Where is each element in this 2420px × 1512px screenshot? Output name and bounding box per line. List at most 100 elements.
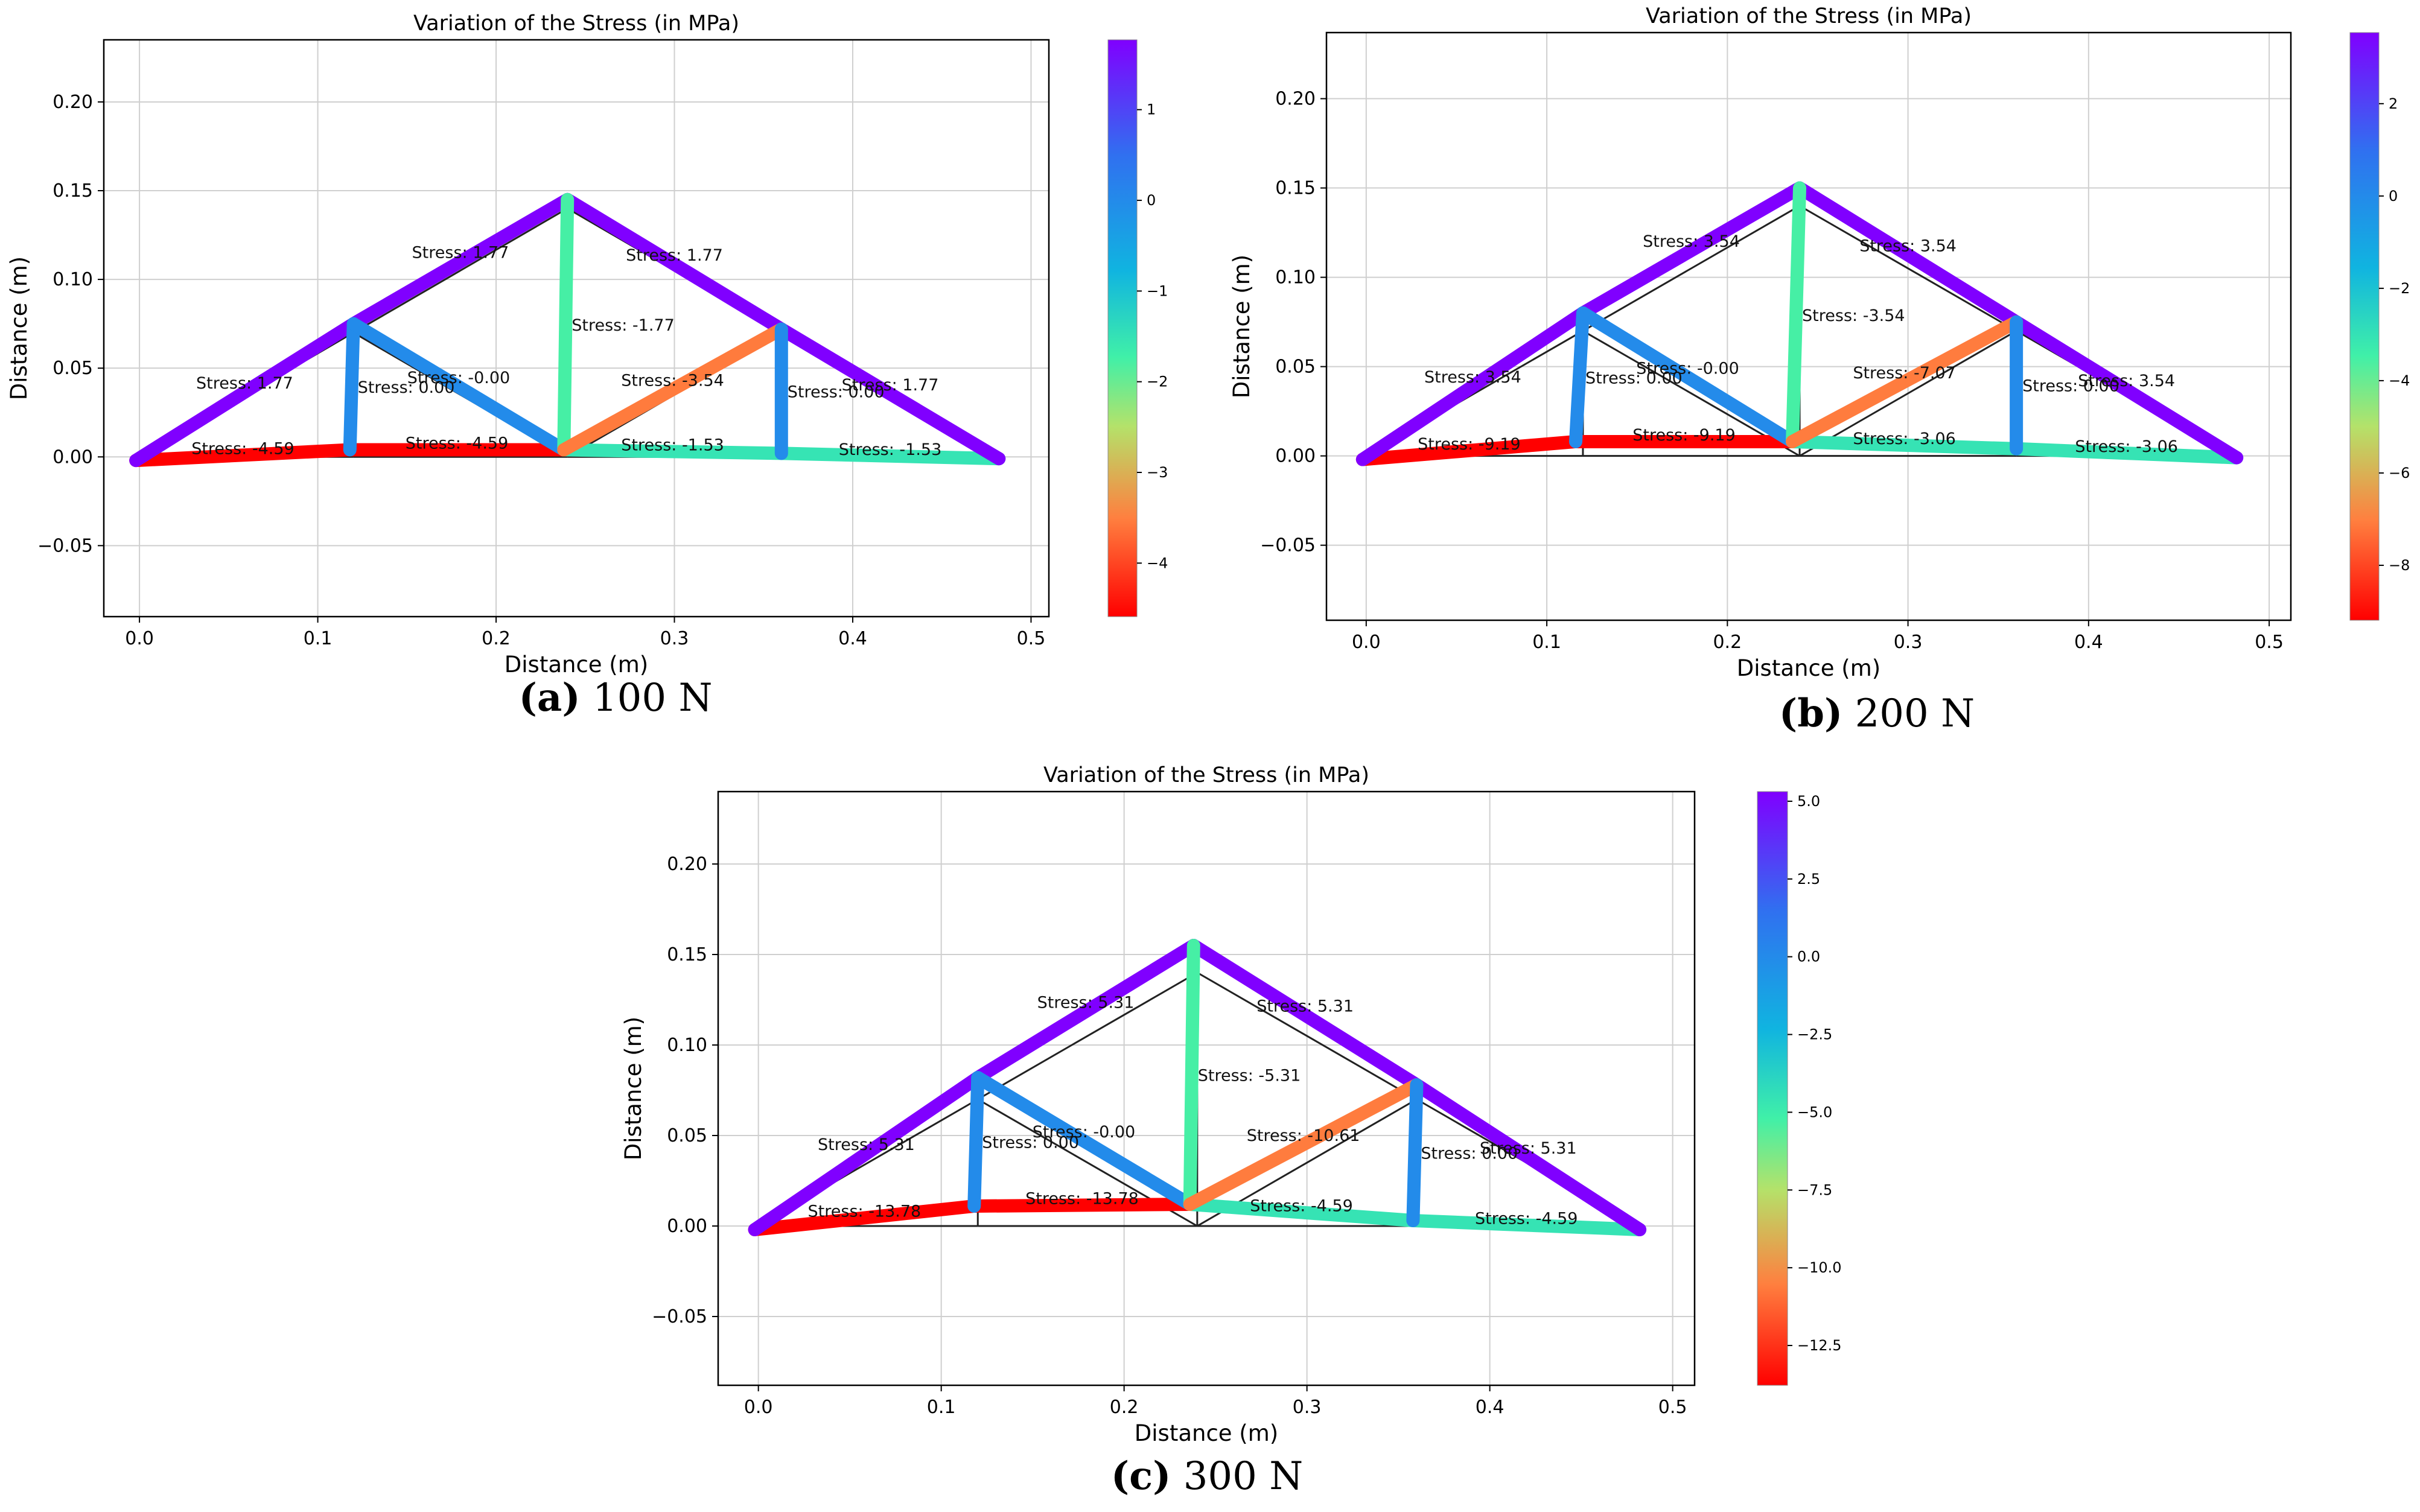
stress-label: Stress: -7.07: [1853, 364, 1956, 383]
colorbar-tick-label: 2: [2389, 95, 2398, 112]
colorbar-tick-label: −2.5: [1797, 1026, 1832, 1043]
stress-member: [1786, 181, 1807, 448]
panel-caption: (a) 100 N: [519, 675, 713, 720]
stress-member: [1355, 306, 1590, 466]
caption-text: 200 N: [1842, 691, 1975, 736]
x-tick-label: 0.0: [1352, 632, 1381, 653]
colorbar-tick-label: −5.0: [1797, 1104, 1832, 1120]
axes-frame: [103, 39, 1050, 618]
colorbar-tick-label: 0.0: [1797, 948, 1820, 965]
plot-area: [718, 792, 1695, 1385]
colorbar-tick-label: 0: [2389, 188, 2398, 205]
y-tick-label: 0.00: [53, 446, 93, 468]
stress-label: Stress: 3.54: [1859, 237, 1957, 256]
y-tick-label: 0.10: [53, 269, 93, 290]
caption-text: 300 N: [1171, 1454, 1303, 1499]
y-tick-label: −0.05: [37, 535, 93, 556]
stress-label: Stress: 0.00: [1585, 369, 1683, 387]
x-tick-label: 0.1: [927, 1397, 956, 1418]
x-tick-label: 0.0: [744, 1397, 773, 1418]
plot-area: [104, 40, 1049, 617]
stress-member: [1568, 306, 1590, 448]
y-tick-label: 0.15: [53, 180, 93, 202]
stress-member: [1183, 1078, 1424, 1211]
y-tick-label: 0.10: [667, 1035, 707, 1056]
x-tick-label: 0.3: [660, 628, 689, 649]
axes-frame: [717, 790, 1696, 1387]
y-axis-label: Distance (m): [620, 1017, 646, 1160]
x-tick-label: 0.4: [1476, 1397, 1505, 1418]
colorbar-tick-label: 0: [1147, 192, 1156, 209]
colorbar-tick-label: 2.5: [1797, 871, 1820, 888]
stress-label: Stress: 5.31: [1256, 997, 1354, 1016]
stress-member: [2010, 442, 2244, 465]
colorbar-tick-label: 5.0: [1797, 793, 1820, 810]
y-tick-label: 0.05: [53, 358, 93, 379]
axes-frame: [1325, 31, 2292, 621]
stress-member: [1786, 315, 2024, 448]
y-tick-label: 0.00: [667, 1216, 707, 1237]
stress-label: Stress: 0.00: [358, 378, 455, 397]
stress-member: [346, 317, 571, 457]
original-member: [1582, 205, 1800, 332]
caption-letter: (a): [519, 675, 581, 720]
stress-member: [343, 317, 360, 457]
stress-label: Stress: -10.61: [1247, 1126, 1360, 1145]
stress-member: [1793, 181, 2024, 329]
chart-title: Variation of the Stress (in MPa): [1646, 4, 1972, 28]
original-member: [352, 208, 568, 334]
stress-member: [1576, 306, 1800, 448]
x-tick-label: 0.1: [1532, 632, 1561, 653]
colorbar-tick-label: −4: [1147, 554, 1168, 571]
x-tick-label: 0.0: [125, 628, 154, 649]
x-tick-label: 0.5: [1017, 628, 1046, 649]
stress-member: [748, 1071, 985, 1236]
stress-label: Stress: -5.31: [1198, 1067, 1301, 1085]
stress-label: Stress: -9.19: [1418, 435, 1521, 454]
stress-member: [1186, 939, 1424, 1091]
stress-label: Stress: 3.54: [2078, 372, 2175, 390]
panel-caption: (c) 300 N: [1111, 1453, 1303, 1499]
stress-label: Stress: -3.54: [621, 371, 724, 390]
x-tick-label: 0.2: [482, 628, 511, 649]
stress-label: Stress: -0.00: [407, 369, 511, 387]
stress-member: [557, 443, 788, 460]
y-axis-label: Distance (m): [6, 256, 32, 400]
panel-0: Stress: -4.59 Stress: -4.59 Stress: -1.53 S…: [6, 11, 1168, 720]
stress-member: [774, 446, 1006, 466]
stress-label: Stress: 0.00: [1421, 1145, 1518, 1163]
stress-label: Stress: -3.54: [1802, 307, 1905, 325]
stress-member: [971, 939, 1200, 1084]
stress-member: [346, 192, 575, 331]
stress-label: Stress: -1.77: [572, 316, 675, 335]
stress-member: [557, 322, 788, 457]
x-tick-label: 0.2: [1713, 632, 1742, 653]
x-axis-label: Distance (m): [505, 652, 648, 678]
stress-label: Stress: -0.00: [1636, 359, 1739, 378]
y-tick-label: 0.15: [1275, 178, 1316, 199]
stress-member: [1786, 434, 2024, 456]
stress-label: Stress: 1.77: [412, 244, 509, 262]
stress-member: [129, 443, 357, 468]
x-tick-label: 0.2: [1110, 1397, 1139, 1418]
plot-area: [1326, 33, 2291, 620]
panel-caption: (b) 200 N: [1779, 691, 1975, 736]
y-tick-label: 0.10: [1275, 267, 1316, 288]
stress-member: [967, 1198, 1197, 1213]
stress-label: Stress: 0.00: [2022, 377, 2119, 396]
caption-letter: (b): [1779, 691, 1842, 736]
x-tick-label: 0.4: [838, 628, 867, 649]
stress-label: Stress: 5.31: [1480, 1139, 1577, 1158]
y-tick-label: 0.05: [667, 1125, 707, 1146]
caption-text: 100 N: [581, 676, 713, 720]
stress-member: [748, 1199, 981, 1236]
y-axis-label: Distance (m): [1229, 255, 1255, 398]
stress-label: Stress: -13.78: [1025, 1190, 1139, 1209]
chart-title: Variation of the Stress (in MPa): [1043, 763, 1369, 787]
stress-label: Stress: -13.78: [808, 1202, 922, 1221]
colorbar: [2349, 32, 2380, 621]
stress-label: Stress: 5.31: [818, 1136, 915, 1154]
chart-title: Variation of the Stress (in MPa): [413, 11, 739, 36]
stress-label: Stress: 1.77: [842, 376, 939, 395]
